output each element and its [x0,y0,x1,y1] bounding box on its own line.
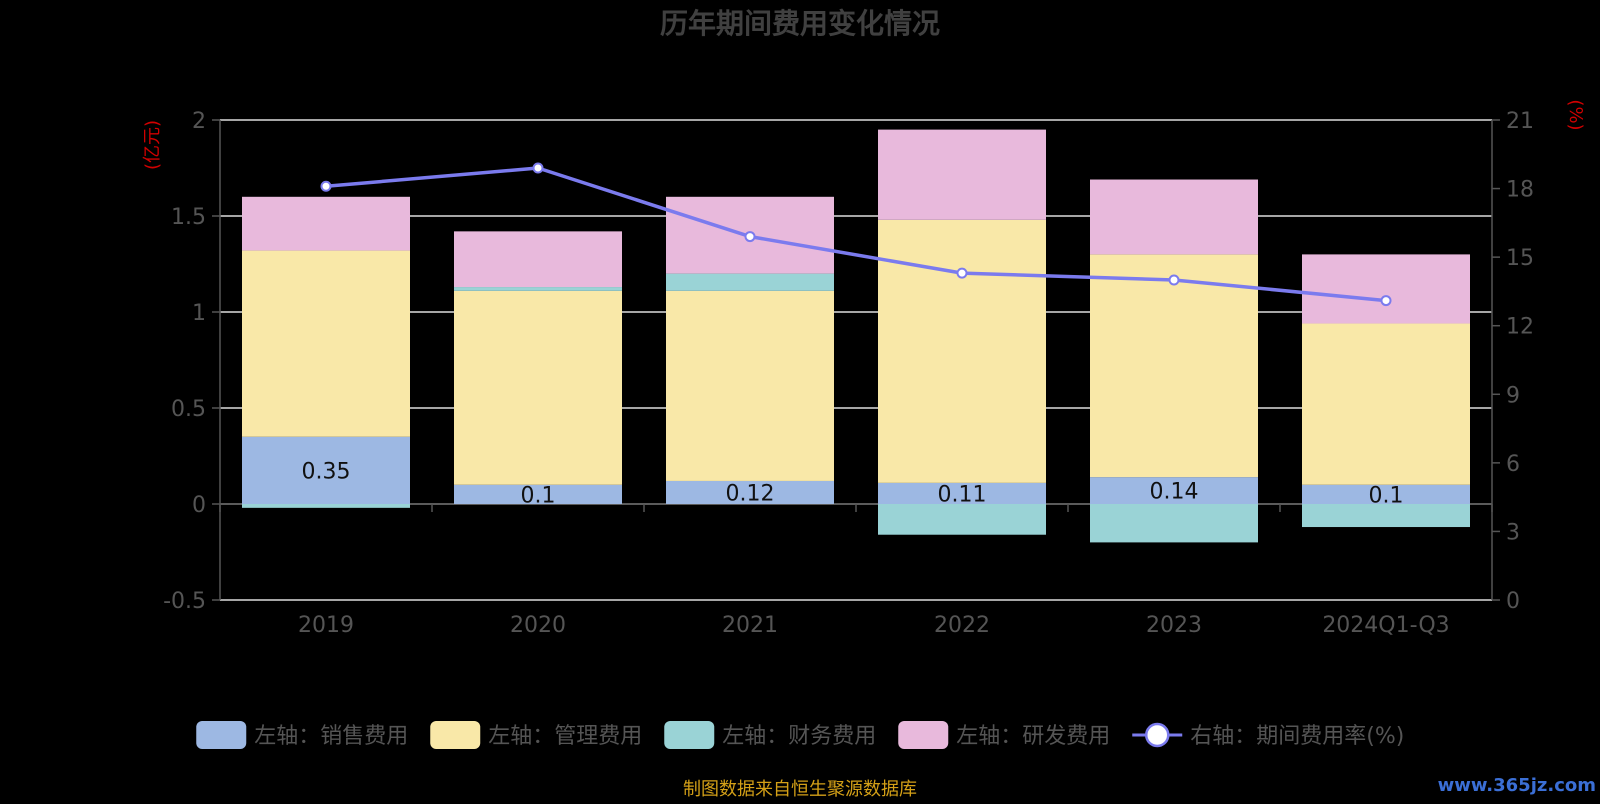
bar-segment-series-3 [454,231,622,288]
right-axis-tick-label: 21 [1506,109,1534,134]
line-series-path [325,166,1387,303]
legend-label: 左轴：销售费用 [254,724,408,749]
left-axis-tick-label: 1 [192,301,206,326]
legend-label: 左轴：研发费用 [956,724,1110,749]
right-axis-tick-label: 0 [1506,589,1520,614]
right-axis-tick-label: 6 [1506,452,1520,477]
legend-swatch-marker [1145,722,1170,748]
bar-data-label: 0.1 [1369,483,1404,508]
legend-label: 左轴：财务费用 [722,724,876,749]
bar-segment-series-1 [1302,323,1470,485]
left-axis-tick-label: 2 [192,109,206,134]
bar-segment-series-2 [666,273,834,291]
category-label: 2024Q1-Q3 [1322,613,1449,638]
bar-segment-series-0 [878,482,1046,504]
bar-segment-series-3 [1090,179,1258,255]
legend-swatch [430,721,481,749]
category-label: 2023 [1146,613,1202,638]
bar-data-label: 0.12 [726,481,775,506]
line-layer [320,162,1392,307]
bar-layer [242,129,1470,543]
bar-segment-series-1 [878,219,1046,483]
right-axis-tick-label: 15 [1506,246,1534,271]
bar-segment-series-2 [454,287,622,291]
line-series-point [1168,274,1180,286]
bar-segment-series-0 [666,480,834,504]
bar-segment-series-3 [878,129,1046,220]
line-series-point [320,180,332,192]
legend-label: 左轴：管理费用 [488,724,642,749]
right-axis-tick-label: 3 [1506,520,1520,545]
label-layer: 0.35 0.1 0.12 0.11 0.14 0.1 [302,459,1404,508]
left-axis-tick-label: 0 [192,493,206,518]
bar-segment-series-2 [1090,504,1258,543]
bar-segment-series-1 [1090,254,1258,478]
legend-item[interactable]: 左轴：研发费用 [898,721,1110,749]
bar-data-label: 0.11 [938,482,987,507]
bar-segment-series-2 [1302,504,1470,528]
watermark-text: www.365jz.com [1438,775,1596,796]
legend-item[interactable]: 左轴：管理费用 [430,721,642,749]
right-axis-tick-label: 9 [1506,383,1520,408]
bar-segment-series-0 [1090,477,1258,504]
axis-layer: -0.5 0 0.5 1 1.5 2 0 3 6 9 12 15 18 21 2019 2020 2021 202… [163,109,1534,638]
data-source-note: 制图数据来自恒生聚源数据库 [683,779,917,800]
legend-label: 右轴：期间费用率(%) [1190,724,1404,749]
left-axis-tick-label: 1.5 [171,205,206,230]
bar-data-label: 0.35 [302,459,351,484]
bar-data-label: 0.1 [521,483,556,508]
right-axis-unit-label: (%) [1565,99,1586,130]
left-axis-tick-label: -0.5 [163,589,206,614]
bar-segment-series-1 [666,290,834,481]
left-axis-unit-label: (亿元) [142,120,163,170]
bar-segment-series-0 [242,436,410,504]
category-label: 2022 [934,613,990,638]
legend-item[interactable]: 右轴：期间费用率(%) [1132,722,1404,749]
bar-segment-series-0 [454,484,622,504]
bar-data-label: 0.14 [1150,480,1199,505]
legend-item[interactable]: 左轴：财务费用 [664,721,876,749]
bar-segment-series-2 [242,504,410,508]
legend-swatch [196,721,247,749]
legend-swatch [664,721,715,749]
legend-item[interactable]: 左轴：销售费用 [196,721,408,749]
category-label: 2019 [298,613,354,638]
line-series-point [1380,295,1392,307]
bar-segment-series-3 [1302,254,1470,324]
bar-segment-series-1 [454,290,622,485]
bar-segment-series-3 [242,196,410,251]
legend: 左轴：销售费用 左轴：管理费用 左轴：财务费用 左轴：研发费用 右轴：期间费用率(%) [196,721,1404,749]
right-axis-tick-label: 18 [1506,178,1534,203]
bar-segment-series-1 [242,250,410,437]
bar-segment-series-2 [878,504,1046,535]
legend-swatch [898,721,949,749]
line-series-point [532,162,544,174]
right-axis-tick-label: 12 [1506,315,1534,340]
chart-title: 历年期间费用变化情况 [660,7,940,40]
category-label: 2020 [510,613,566,638]
line-series-point [744,231,756,243]
left-axis-tick-label: 0.5 [171,397,206,422]
bar-segment-series-0 [1302,484,1470,504]
grid-layer [220,119,1492,601]
line-series-point [956,267,968,279]
category-label: 2021 [722,613,778,638]
